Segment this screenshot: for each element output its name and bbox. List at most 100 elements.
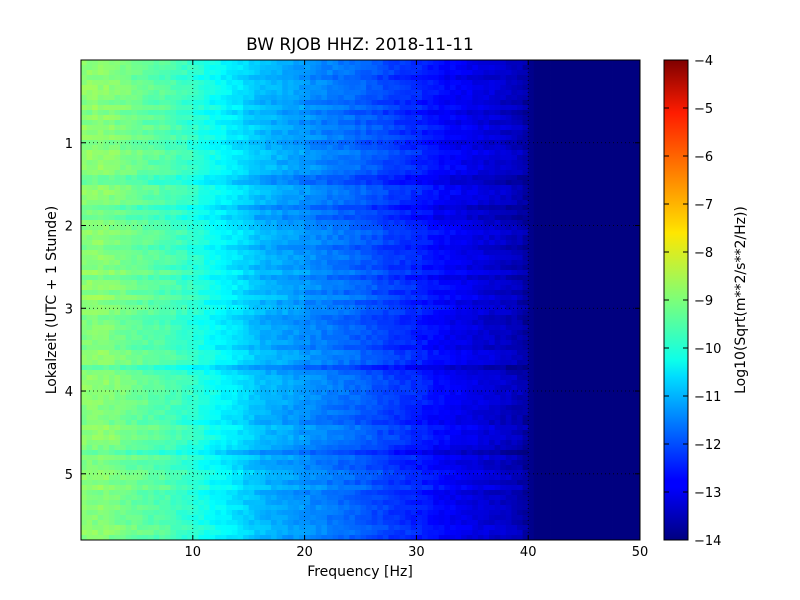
heatmap-cell bbox=[131, 290, 138, 296]
heatmap-cell bbox=[287, 175, 294, 181]
heatmap-cell bbox=[528, 225, 535, 231]
heatmap-cell bbox=[259, 205, 266, 211]
heatmap-cell bbox=[259, 285, 266, 291]
heatmap-cell bbox=[561, 170, 568, 176]
heatmap-cell bbox=[433, 240, 440, 246]
heatmap-cell bbox=[517, 305, 524, 311]
heatmap-cell bbox=[394, 75, 401, 81]
heatmap-cell bbox=[354, 260, 361, 266]
heatmap-cell bbox=[159, 245, 166, 251]
heatmap-cell bbox=[544, 300, 551, 306]
heatmap-cell bbox=[231, 135, 238, 141]
heatmap-cell bbox=[461, 195, 468, 201]
heatmap-cell bbox=[231, 275, 238, 281]
heatmap-cell bbox=[97, 220, 104, 226]
heatmap-cell bbox=[170, 165, 177, 171]
heatmap-cell bbox=[449, 130, 456, 136]
heatmap-cell bbox=[248, 185, 255, 191]
heatmap-cell bbox=[461, 135, 468, 141]
heatmap-cell bbox=[354, 175, 361, 181]
heatmap-cell bbox=[237, 230, 244, 236]
heatmap-cell bbox=[287, 290, 294, 296]
heatmap-cell bbox=[338, 245, 345, 251]
heatmap-cell bbox=[108, 225, 115, 231]
heatmap-cell bbox=[438, 210, 445, 216]
heatmap-cell bbox=[394, 170, 401, 176]
heatmap-cell bbox=[103, 155, 110, 161]
heatmap-cell bbox=[220, 215, 227, 221]
heatmap-cell bbox=[600, 195, 607, 201]
heatmap-cell bbox=[159, 185, 166, 191]
heatmap-cell bbox=[600, 240, 607, 246]
heatmap-cell bbox=[209, 250, 216, 256]
heatmap-cell bbox=[321, 210, 328, 216]
heatmap-cell bbox=[203, 65, 210, 71]
heatmap-cell bbox=[561, 160, 568, 166]
heatmap-cell bbox=[254, 215, 261, 221]
heatmap-cell bbox=[287, 110, 294, 116]
heatmap-cell bbox=[176, 205, 183, 211]
heatmap-cell bbox=[354, 75, 361, 81]
heatmap-cell bbox=[416, 235, 423, 241]
heatmap-cell bbox=[589, 75, 596, 81]
heatmap-cell bbox=[416, 175, 423, 181]
heatmap-cell bbox=[293, 285, 300, 291]
heatmap-cell bbox=[338, 165, 345, 171]
heatmap-cell bbox=[315, 190, 322, 196]
heatmap-cell bbox=[164, 155, 171, 161]
heatmap-cell bbox=[433, 145, 440, 151]
heatmap-cell bbox=[606, 185, 613, 191]
heatmap-cell bbox=[81, 90, 87, 96]
heatmap-cell bbox=[427, 165, 434, 171]
heatmap-cell bbox=[287, 265, 294, 271]
heatmap-cell bbox=[321, 290, 328, 296]
heatmap-cell bbox=[86, 205, 93, 211]
heatmap-cell bbox=[142, 290, 149, 296]
heatmap-cell bbox=[293, 75, 300, 81]
heatmap-cell bbox=[533, 295, 540, 301]
heatmap-cell bbox=[438, 195, 445, 201]
heatmap-cell bbox=[382, 160, 389, 166]
heatmap-cell bbox=[461, 205, 468, 211]
heatmap-cell bbox=[332, 300, 339, 306]
heatmap-cell bbox=[382, 205, 389, 211]
heatmap-cell bbox=[472, 185, 479, 191]
heatmap-cell bbox=[326, 220, 333, 226]
heatmap-cell bbox=[634, 125, 640, 131]
heatmap-cell bbox=[198, 200, 205, 206]
heatmap-cell bbox=[427, 305, 434, 311]
heatmap-cell bbox=[103, 290, 110, 296]
heatmap-cell bbox=[108, 65, 115, 71]
heatmap-cell bbox=[438, 240, 445, 246]
heatmap-cell bbox=[366, 210, 373, 216]
heatmap-cell bbox=[556, 80, 563, 86]
heatmap-cell bbox=[483, 140, 490, 146]
heatmap-cell bbox=[81, 190, 87, 196]
heatmap-cell bbox=[477, 270, 484, 276]
heatmap-cell bbox=[505, 205, 512, 211]
heatmap-cell bbox=[623, 90, 630, 96]
heatmap-cell bbox=[556, 105, 563, 111]
heatmap-cell bbox=[231, 240, 238, 246]
heatmap-cell bbox=[556, 145, 563, 151]
heatmap-cell bbox=[567, 285, 574, 291]
heatmap-cell bbox=[220, 300, 227, 306]
heatmap-cell bbox=[282, 260, 289, 266]
heatmap-cell bbox=[271, 205, 278, 211]
heatmap-cell bbox=[399, 145, 406, 151]
heatmap-cell bbox=[271, 260, 278, 266]
heatmap-cell bbox=[338, 205, 345, 211]
heatmap-cell bbox=[628, 160, 635, 166]
heatmap-cell bbox=[131, 210, 138, 216]
heatmap-cell bbox=[170, 160, 177, 166]
heatmap-cell bbox=[326, 150, 333, 156]
heatmap-cell bbox=[539, 270, 546, 276]
heatmap-cell bbox=[315, 75, 322, 81]
heatmap-cell bbox=[220, 220, 227, 226]
heatmap-cell bbox=[243, 180, 250, 186]
heatmap-cell bbox=[595, 165, 602, 171]
heatmap-cell bbox=[449, 165, 456, 171]
heatmap-cell bbox=[170, 150, 177, 156]
heatmap-cell bbox=[248, 195, 255, 201]
heatmap-cell bbox=[505, 85, 512, 91]
